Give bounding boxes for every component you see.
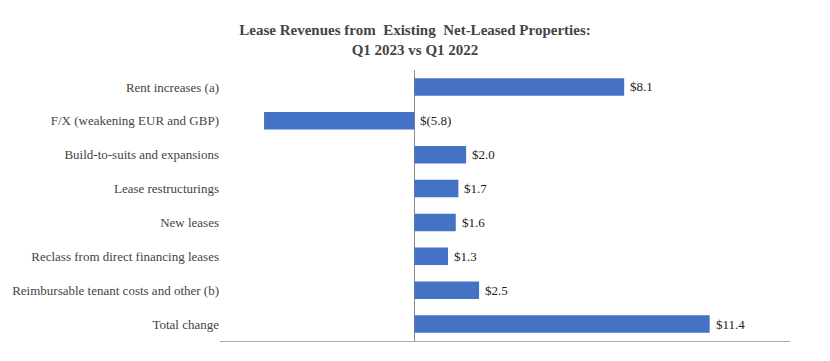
svg-text:$1.3: $1.3 — [454, 249, 477, 264]
svg-text:$1.7: $1.7 — [464, 181, 487, 196]
svg-text:$1.6: $1.6 — [462, 215, 485, 230]
svg-text:Reimbursable tenant costs and: Reimbursable tenant costs and other (b) — [12, 283, 219, 298]
svg-text:F/X (weakening EUR and GBP): F/X (weakening EUR and GBP) — [51, 113, 219, 128]
svg-text:Lease restructurings: Lease restructurings — [114, 181, 219, 196]
svg-text:$(5.8): $(5.8) — [420, 113, 451, 128]
svg-text:Lease Revenues from Existing: Lease Revenues from Existing Net-Leased … — [239, 22, 590, 58]
svg-text:$11.4: $11.4 — [716, 317, 745, 332]
svg-text:New leases: New leases — [160, 215, 219, 230]
svg-text:Build-to-suits and expansions: Build-to-suits and expansions — [64, 147, 219, 162]
svg-text:$2.5: $2.5 — [485, 283, 508, 298]
svg-text:$8.1: $8.1 — [630, 79, 653, 94]
svg-text:Rent increases (a): Rent increases (a) — [126, 79, 219, 94]
svg-text:Total change: Total change — [152, 317, 219, 332]
svg-text:Reclass from direct financing: Reclass from direct financing leases — [31, 249, 219, 264]
svg-text:$2.0: $2.0 — [472, 147, 495, 162]
